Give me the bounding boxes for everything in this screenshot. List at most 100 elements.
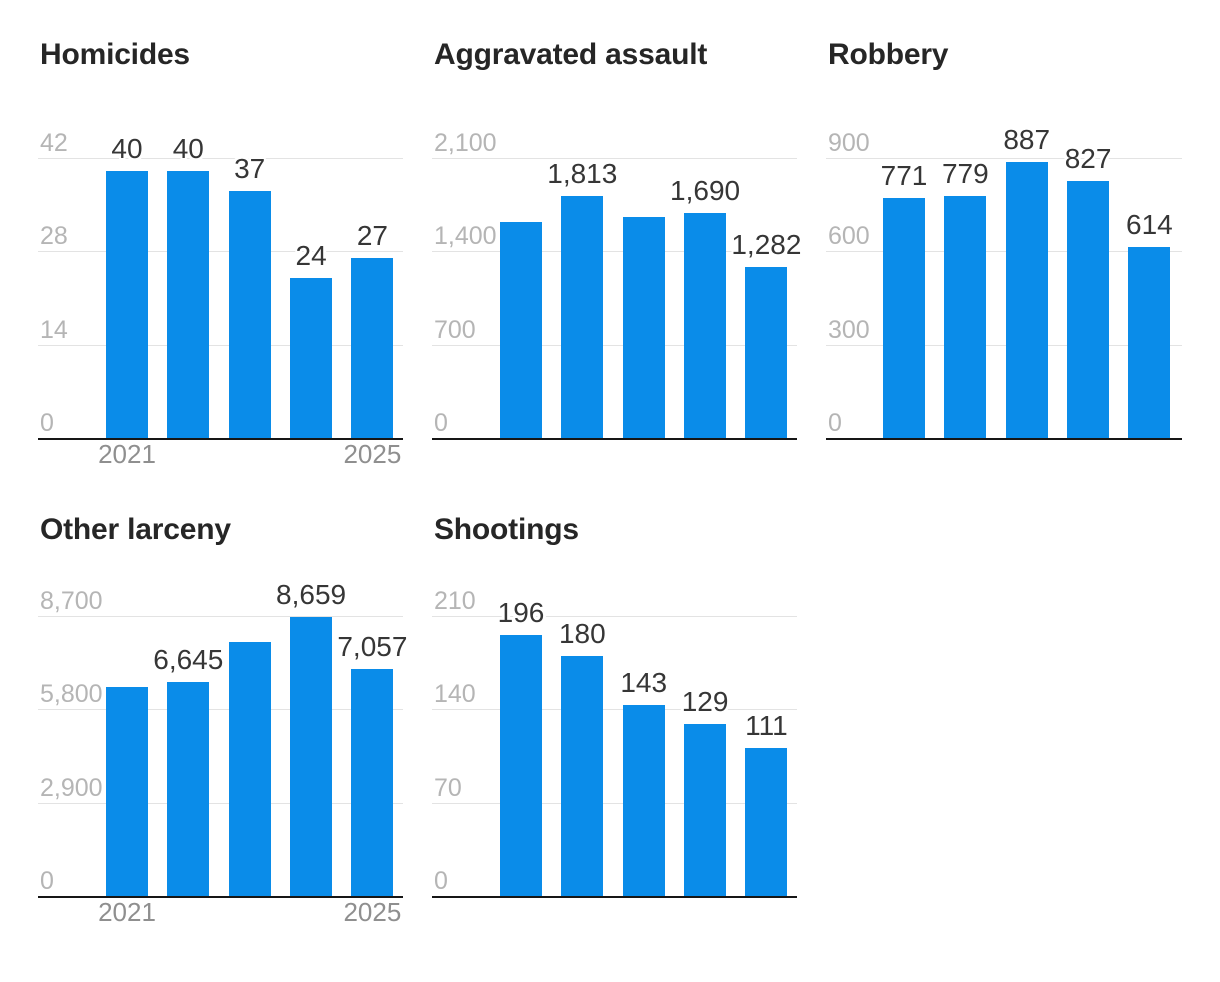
y-tick-label: 8,700 [40, 587, 103, 615]
bar-value-label: 27 [356, 220, 388, 251]
y-tick-label: 2,900 [40, 773, 103, 802]
bar [883, 198, 925, 438]
bar [500, 634, 542, 896]
bar [167, 682, 210, 896]
bar [684, 212, 727, 438]
y-tick-label: 0 [828, 409, 842, 437]
bar-value-label: 196 [497, 596, 545, 628]
bar [622, 705, 665, 896]
gridline [432, 344, 797, 346]
y-tick-label: 70 [434, 773, 462, 802]
gridline [826, 344, 1182, 346]
chart-title: Homicides [40, 38, 190, 71]
gridline [38, 344, 403, 346]
x-tick-label-last: 2025 [343, 439, 402, 469]
bar-value-label: 779 [941, 157, 989, 189]
chart-shootings: Shootings 0 70 140 210 196 180 143 129 111 [432, 505, 797, 960]
bar [1005, 162, 1048, 438]
gridline [432, 709, 797, 711]
bar-value-label: 6,645 [153, 644, 224, 676]
y-tick-label: 140 [434, 680, 476, 709]
bar-value-label: 37 [234, 153, 266, 185]
bar-value-label: 8,659 [276, 579, 347, 611]
x-axis-baseline [432, 438, 797, 440]
y-tick-label: 0 [40, 409, 54, 437]
gridline [432, 616, 797, 617]
bar [106, 686, 148, 896]
x-axis-baseline [38, 438, 403, 440]
bar [684, 724, 727, 896]
x-axis-labels: 2021 2025 [38, 441, 403, 471]
bar-value-label: 111 [745, 710, 788, 741]
bar-value-label: 7,057 [337, 630, 408, 662]
bar-value-label: 827 [1064, 142, 1112, 174]
y-tick-label: 0 [434, 867, 448, 895]
bar [1067, 180, 1110, 438]
y-tick-label: 14 [40, 315, 68, 344]
y-tick-label: 2,100 [434, 129, 497, 157]
y-tick-label: 5,800 [40, 680, 103, 709]
bar-value-label: 24 [295, 240, 327, 271]
y-tick-label: 0 [434, 409, 448, 437]
plot-area: 0 70 140 210 196 180 143 129 111 [432, 589, 797, 898]
bar [1128, 247, 1171, 438]
x-axis-baseline [432, 896, 797, 898]
bar-value-label: 143 [620, 667, 668, 699]
chart-title: Robbery [828, 38, 949, 71]
bar [561, 196, 604, 438]
plot-area: 0 300 600 900 771 779 887 827 614 [826, 126, 1182, 440]
bar [745, 267, 788, 438]
bar-value-label: 40 [111, 133, 143, 165]
bar [500, 222, 542, 438]
plot-area: 0 700 1,400 2,100 1,813 1,690 1,282 [432, 131, 801, 440]
bar [167, 171, 210, 438]
y-tick-label: 1,400 [434, 222, 497, 251]
chart-aggravated-assault: Aggravated assault 0 700 1,400 2,100 1,813 1,6… [432, 30, 801, 485]
y-tick-label: 210 [434, 587, 476, 615]
x-axis-baseline [38, 896, 403, 898]
x-tick-label-first: 2021 [98, 897, 156, 927]
gridline [432, 158, 797, 159]
bar [228, 642, 271, 896]
bar [106, 171, 148, 438]
x-tick-label-last: 2025 [343, 897, 402, 927]
bar-value-label: 614 [1126, 209, 1173, 240]
bar-value-label: 887 [1003, 124, 1051, 155]
plot-area: 0 2,900 5,800 8,700 6,645 8,659 7,057 [38, 581, 407, 898]
gridline [38, 709, 403, 711]
gridline [826, 158, 1182, 159]
bar [351, 668, 394, 896]
plot-area: 0 14 28 42 40 40 37 24 27 [38, 131, 403, 440]
y-tick-label: 600 [828, 222, 870, 251]
bar [622, 217, 665, 438]
bar-value-label: 1,282 [731, 229, 802, 261]
bar-value-label: 771 [880, 160, 928, 192]
x-tick-label-first: 2021 [98, 439, 156, 469]
x-axis-baseline [826, 438, 1182, 440]
bar [351, 258, 394, 438]
y-tick-label: 0 [40, 867, 54, 895]
gridline [432, 251, 797, 253]
chart-title: Other larceny [40, 513, 231, 546]
chart-title: Shootings [434, 513, 579, 546]
bar-value-label: 40 [172, 133, 204, 165]
gridline [38, 158, 403, 159]
chart-other-larceny: Other larceny 0 2,900 5,800 8,700 6,645 8,659 7… [38, 505, 407, 960]
gridline [38, 802, 403, 804]
y-tick-label: 300 [828, 315, 870, 344]
y-tick-label: 42 [40, 129, 68, 157]
y-tick-label: 28 [40, 222, 68, 251]
x-axis-labels: 2021 2025 [38, 899, 403, 929]
y-tick-label: 900 [828, 129, 870, 157]
gridline [826, 251, 1182, 253]
chart-robbery: Robbery 0 300 600 900 771 779 887 827 614 [826, 30, 1182, 485]
gridline [38, 251, 403, 253]
bar-value-label: 1,813 [547, 158, 618, 190]
bar [290, 278, 333, 438]
gridline [432, 802, 797, 804]
bar-value-label: 180 [558, 618, 606, 649]
bar-value-label: 129 [681, 686, 729, 717]
y-tick-label: 700 [434, 315, 476, 344]
bar [944, 195, 987, 438]
